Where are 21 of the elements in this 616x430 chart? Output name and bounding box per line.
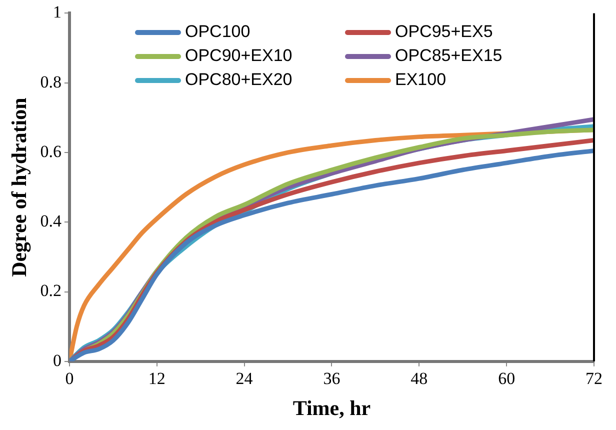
x-tick-label: 36 (323, 369, 340, 388)
y-tick-label: 0.8 (40, 72, 62, 92)
y-tick-label: 0.4 (40, 212, 62, 231)
y-tick-label: 0 (52, 350, 62, 370)
legend-label: OPC100 (185, 22, 250, 42)
x-tick-label: 12 (148, 369, 166, 388)
x-axis-title: Time, hr (292, 396, 371, 420)
x-tick-label: 48 (410, 369, 428, 388)
x-tick-label: 24 (236, 369, 254, 388)
legend-label: OPC85+EX15 (395, 46, 502, 66)
legend-label: OPC95+EX5 (395, 22, 493, 42)
x-tick-label: 60 (498, 369, 516, 388)
x-tick-label: 72 (586, 369, 602, 388)
y-tick-label: 0.6 (40, 142, 62, 161)
legend-label: EX100 (395, 70, 446, 90)
y-tick-label: 0.2 (40, 281, 62, 300)
x-tick-label: 0 (65, 369, 74, 388)
legend-label: OPC90+EX10 (185, 46, 292, 66)
y-axis-title: Degree of hydration (7, 97, 32, 277)
y-tick-label: 1 (52, 2, 62, 22)
legend-label: OPC80+EX20 (185, 70, 292, 90)
